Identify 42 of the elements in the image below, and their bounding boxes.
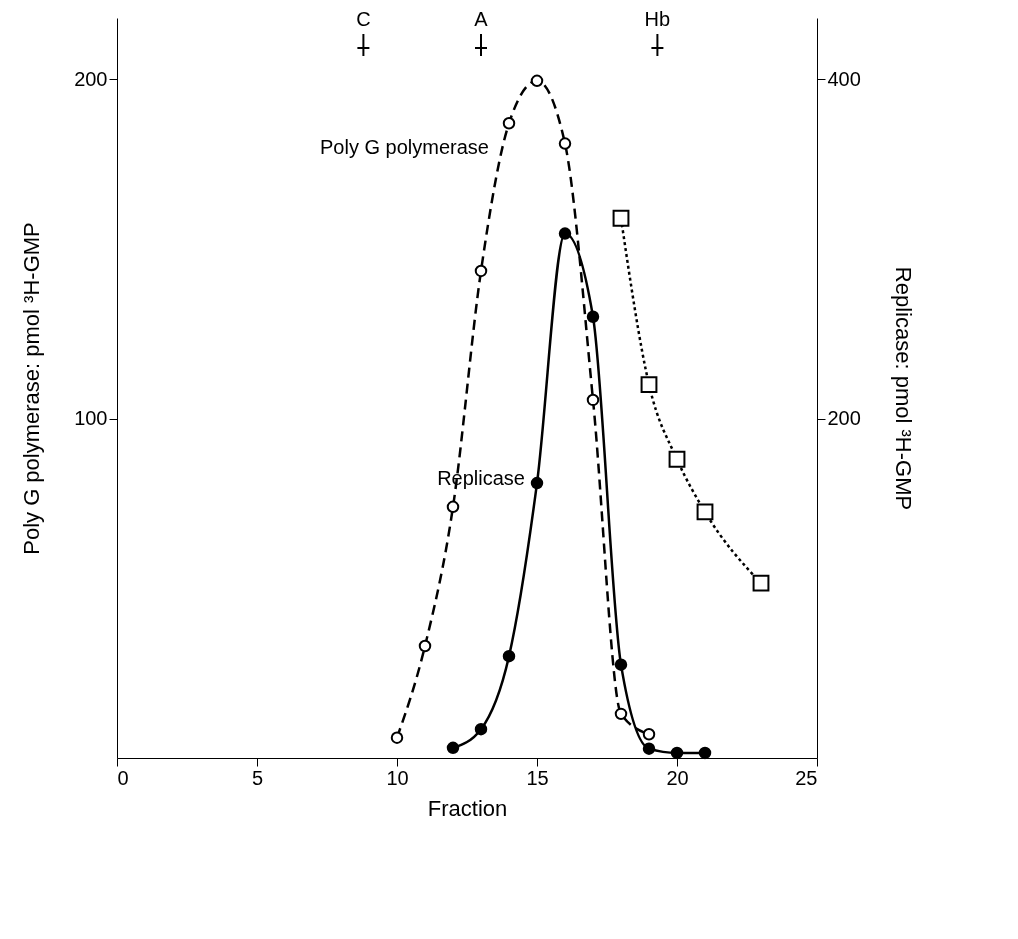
x-tick-label: 25 [795,766,818,789]
point [698,746,712,760]
point [502,117,516,130]
point [752,574,770,592]
x-tick-label: 15 [526,766,549,789]
point [418,639,432,653]
point [614,658,628,671]
x-tick-label: 5 [251,766,264,789]
point [530,476,544,490]
y2-axis-title: Replicase: pmol ³H-GMP [890,266,916,511]
y-axis-title: Poly G polymerase: pmol ³H-GMP [19,222,45,555]
point [586,393,600,407]
ref-line-label: A [474,8,489,30]
point [670,746,684,760]
point [612,209,630,227]
point [474,264,488,278]
point [642,742,656,755]
point [696,503,714,521]
point [668,450,686,468]
series-label: Poly G polymerase [320,136,489,159]
point [446,500,460,514]
x-tick-label: 10 [386,766,409,789]
point [614,707,628,721]
point [390,731,404,744]
y2-tick-label: 400 [827,67,861,90]
ref-line-label: C [356,8,371,30]
point [502,649,516,663]
point [586,310,600,323]
x-axis-title: Fraction [427,795,508,821]
y2-tick-label: 200 [827,407,861,430]
series-label: Replicase [437,467,525,490]
point [558,227,572,240]
point [474,722,488,736]
y-tick-label: 100 [74,407,108,430]
ref-line-label: Hb [644,8,671,30]
point [640,376,658,394]
point [558,137,572,150]
point [446,741,460,755]
x-tick-label: 0 [117,766,129,789]
point [530,74,544,88]
point [642,728,656,741]
x-tick-label: 20 [666,766,689,789]
